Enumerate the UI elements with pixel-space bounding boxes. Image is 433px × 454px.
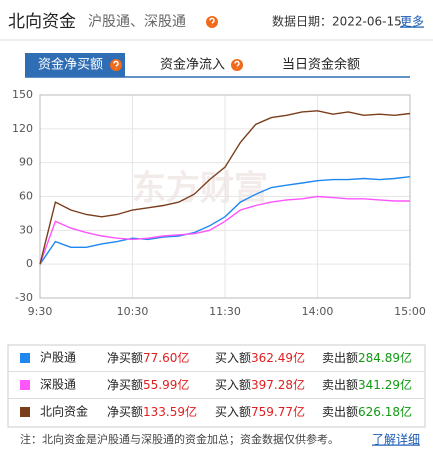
footer-note: 注：北向资金是沪股通与深股通的资金加总；资金数据仅供参考。: [20, 432, 339, 446]
sell-label: 卖出额: [322, 405, 358, 419]
series-name: 沪股通: [40, 351, 76, 365]
buy-value: 362.49亿: [251, 350, 305, 365]
series-line: [39, 176, 411, 265]
y-tick-label: 120: [12, 122, 33, 135]
y-tick-label: -30: [15, 291, 33, 304]
y-tick-label: 90: [19, 156, 33, 169]
buy-cell: 买入额362.49亿: [215, 350, 305, 365]
help-icon[interactable]: [110, 59, 122, 71]
x-tick-label: 10:30: [117, 305, 149, 318]
sell-value: 284.89亿: [358, 350, 412, 365]
data-date: 数据日期：2022-06-15: [272, 14, 402, 29]
legend-swatch: [20, 380, 30, 390]
net-label: 净买额: [107, 351, 143, 365]
x-tick-label: 14:00: [302, 305, 334, 318]
table-border: [7, 344, 426, 428]
net-label: 净买额: [107, 405, 143, 419]
tab[interactable]: 资金净买额: [38, 57, 103, 73]
y-tick-label: 30: [19, 223, 33, 236]
legend-swatch: [20, 407, 30, 417]
x-tick-label: 15:00: [394, 305, 426, 318]
net-label: 净买额: [107, 378, 143, 392]
sell-label: 卖出额: [322, 351, 358, 365]
y-tick-label: 60: [19, 190, 33, 203]
y-tick-label: 0: [26, 257, 33, 270]
net-value: 55.99亿: [143, 377, 189, 392]
net-value: 77.60亿: [143, 350, 189, 365]
plot-border: [39, 94, 411, 299]
series-line: [39, 195, 410, 265]
legend-swatch: [20, 353, 30, 363]
help-icon[interactable]: [231, 59, 243, 71]
more-link[interactable]: 更多: [400, 15, 424, 29]
y-tick-label: 150: [12, 88, 33, 101]
help-icon[interactable]: [206, 16, 218, 28]
tab[interactable]: 当日资金余额: [282, 57, 360, 73]
sell-value: 626.18亿: [358, 404, 412, 419]
x-tick-label: 9:30: [28, 305, 53, 318]
buy-cell: 买入额759.77亿: [215, 404, 305, 419]
sell-cell: 卖出额284.89亿: [322, 350, 412, 365]
buy-label: 买入额: [215, 351, 251, 365]
buy-label: 买入额: [215, 405, 251, 419]
buy-value: 397.28亿: [251, 377, 305, 392]
buy-value: 759.77亿: [251, 404, 305, 419]
title: 北向资金: [8, 12, 76, 32]
sell-label: 卖出额: [322, 378, 358, 392]
net-value: 133.59亿: [143, 404, 197, 419]
tab[interactable]: 资金净流入: [160, 57, 225, 73]
sell-value: 341.29亿: [358, 377, 412, 392]
buy-cell: 买入额397.28亿: [215, 377, 305, 392]
net-cell: 净买额55.99亿: [107, 377, 189, 392]
series-name: 北向资金: [40, 404, 88, 419]
active-tab[interactable]: [25, 53, 125, 77]
net-cell: 净买额77.60亿: [107, 350, 189, 365]
net-cell: 净买额133.59亿: [107, 404, 197, 419]
buy-label: 买入额: [215, 378, 251, 392]
sell-cell: 卖出额626.18亿: [322, 404, 412, 419]
x-tick-label: 11:30: [209, 305, 241, 318]
subtitle: 沪股通、深股通: [88, 14, 186, 30]
sell-cell: 卖出额341.29亿: [322, 377, 412, 392]
series-line: [39, 110, 411, 265]
detail-link[interactable]: 了解详细: [372, 432, 420, 447]
series-name: 深股通: [40, 378, 76, 392]
